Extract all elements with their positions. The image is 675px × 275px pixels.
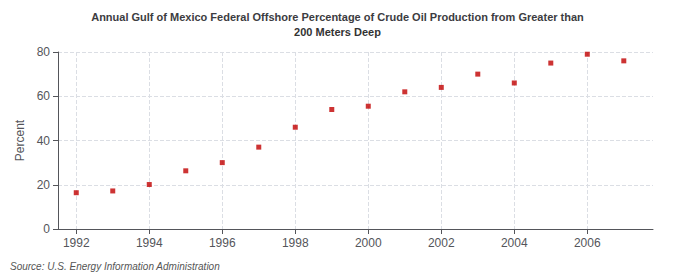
- svg-text:0: 0: [43, 222, 50, 236]
- svg-text:2004: 2004: [501, 236, 528, 250]
- svg-text:2006: 2006: [574, 236, 601, 250]
- svg-text:Source: U.S. Energy Informatio: Source: U.S. Energy Information Administ…: [10, 261, 220, 272]
- svg-text:40: 40: [37, 134, 51, 148]
- svg-text:1998: 1998: [282, 236, 309, 250]
- svg-text:2002: 2002: [428, 236, 455, 250]
- svg-text:2000: 2000: [355, 236, 382, 250]
- svg-text:80: 80: [37, 45, 51, 59]
- svg-text:200 Meters Deep: 200 Meters Deep: [294, 26, 381, 38]
- svg-text:1994: 1994: [136, 236, 163, 250]
- svg-text:20: 20: [37, 178, 51, 192]
- svg-text:1996: 1996: [209, 236, 236, 250]
- svg-text:Annual Gulf of Mexico Federal: Annual Gulf of Mexico Federal Offshore P…: [91, 11, 584, 23]
- svg-text:Percent: Percent: [13, 119, 27, 161]
- svg-text:1992: 1992: [63, 236, 90, 250]
- svg-text:60: 60: [37, 89, 51, 103]
